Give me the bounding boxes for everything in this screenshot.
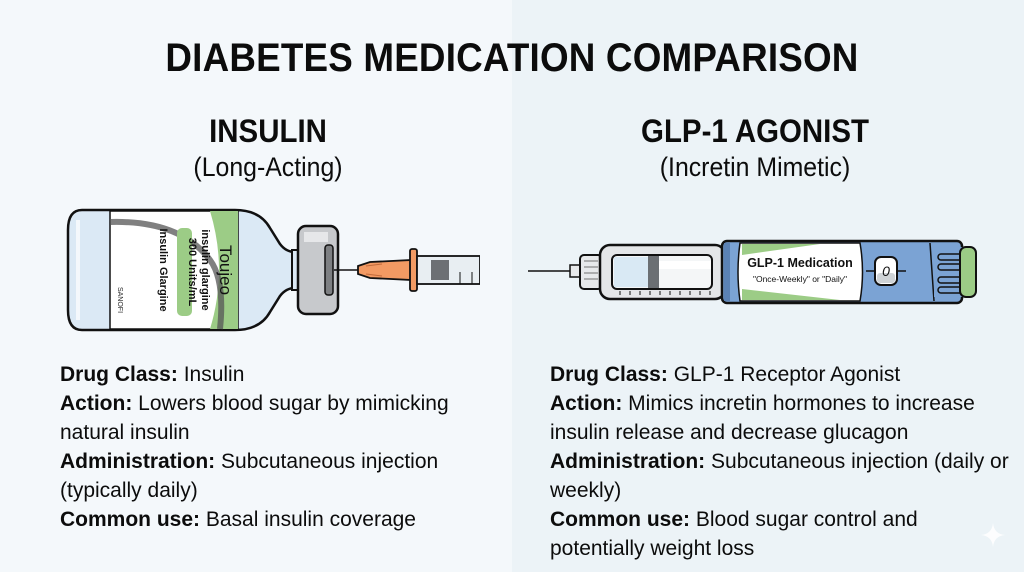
vial-name-line: Insulin Glargine [157,228,169,311]
syringe-icon [334,248,480,292]
glp1-details: Drug Class: GLP-1 Receptor Agonist Actio… [550,360,1010,563]
insulin-subheading: (Long-Acting) [193,152,343,182]
detail-label: Action: [60,392,133,415]
glp1-administration: Administration: Subcutaneous injection (… [550,447,1010,505]
detail-label: Administration: [550,450,706,473]
glp1-heading-block: GLP-1 AGONIST (Incretin Mimetic) [545,112,965,184]
vial-strength: 300 Units/mL [186,238,198,307]
insulin-heading-block: INSULIN (Long-Acting) [58,112,478,184]
page-title: DIABETES MEDICATION COMPARISON [165,36,859,80]
detail-value: GLP-1 Receptor Agonist [673,363,901,386]
pen-label-subtitle: "Once-Weekly" or "Daily" [753,274,847,284]
detail-value: Insulin [183,363,245,386]
vial-manufacturer: SANOFI [116,287,123,313]
glp1-subheading: (Incretin Mimetic) [659,152,851,182]
vial-generic-name: insulin glargine [199,229,211,310]
glp1-action: Action: Mimics incretin hormones to incr… [550,389,1010,447]
vial-icon: Toujeo insulin glargine 300 Units/mL Ins… [66,208,340,332]
detail-value: Blood sugar control and potentially weig… [550,508,918,560]
insulin-common-use: Common use: Basal insulin coverage [60,505,490,534]
glp1-heading: GLP-1 AGONIST [641,113,869,149]
insulin-action: Action: Lowers blood sugar by mimicking … [60,389,490,447]
vial-brand: Toujeo [216,245,235,295]
detail-value: Subcutaneous injection (typically daily) [60,450,439,502]
glp1-pen-illustration: GLP-1 Medication "Once-Weekly" or "Daily… [528,239,977,305]
detail-label: Drug Class: [550,363,668,386]
detail-label: Administration: [60,450,216,473]
sparkle-icon [981,523,1005,547]
glp1-common-use: Common use: Blood sugar control and pote… [550,505,1010,563]
detail-value: Lowers blood sugar by mimicking natural … [60,392,449,444]
insulin-vial-illustration: Toujeo insulin glargine 300 Units/mL Ins… [66,208,480,332]
insulin-administration: Administration: Subcutaneous injection (… [60,447,490,505]
insulin-drug-class: Drug Class: Insulin [60,360,490,389]
dose-window-value: 0 [882,263,890,279]
insulin-details: Drug Class: Insulin Action: Lowers blood… [60,360,490,534]
glp1-drug-class: Drug Class: GLP-1 Receptor Agonist [550,360,1010,389]
detail-label: Drug Class: [60,363,178,386]
insulin-heading: INSULIN [209,113,327,149]
pen-label-title: GLP-1 Medication [747,256,853,270]
detail-label: Common use: [550,508,691,531]
detail-value: Subcutaneous injection (daily or weekly) [550,450,1009,502]
detail-label: Common use: [60,508,201,531]
detail-label: Action: [550,392,623,415]
detail-value: Mimics incretin hormones to increase ins… [550,392,975,444]
detail-value: Basal insulin coverage [205,508,416,531]
injection-pen-icon: GLP-1 Medication "Once-Weekly" or "Daily… [528,239,977,305]
